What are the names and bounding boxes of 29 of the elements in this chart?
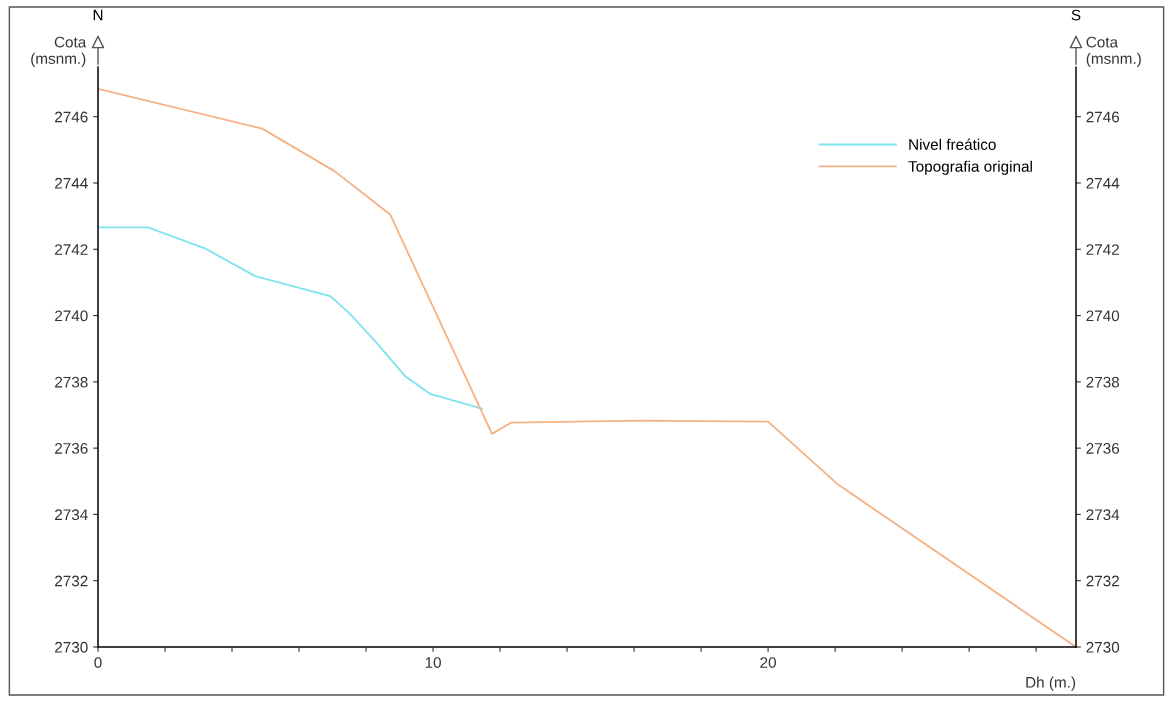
y2-tick-label: 2736 [1086,443,1120,454]
text: S [1071,9,1081,21]
y-tick-label: 2734 [55,509,88,521]
y2-tick-label: 2742 [1086,244,1119,255]
y2-tick-label: 2738 [1086,376,1120,388]
y2-tick-label: 2732 [1086,575,1119,587]
y2-tick-label: 2746 [1086,111,1120,123]
x-axis-title: Dh (m.) [1026,676,1076,691]
y-tick-label: 2746 [55,111,88,123]
x-tick-label: 0 [94,657,102,668]
line-series [97,226,483,410]
y2-tick-label: 2740 [1086,310,1120,322]
y-tick-label: 2732 [55,575,88,587]
legend-label: Nivel freático [909,138,996,150]
text: N [93,9,103,21]
y2-tick-label: 2730 [1086,641,1120,653]
y-tick-label: 2742 [55,244,88,255]
x-tick-label: 20 [760,657,776,668]
y-tick-label: 2736 [55,443,88,454]
y2-axis-title: Cota (msnm.) [1086,36,1141,67]
y-axis-title: Cota (msnm.) [31,36,87,67]
y-tick-label: 2738 [55,376,88,388]
legend-label: Topografia original [908,160,1032,175]
y-tick-label: 2744 [55,177,88,189]
y2-tick-label: 2744 [1086,177,1120,189]
y-tick-label: 2740 [55,310,88,322]
y-tick-label: 2730 [55,641,88,653]
y2-tick-label: 2734 [1086,509,1120,521]
x-tick-label: 10 [425,657,441,668]
